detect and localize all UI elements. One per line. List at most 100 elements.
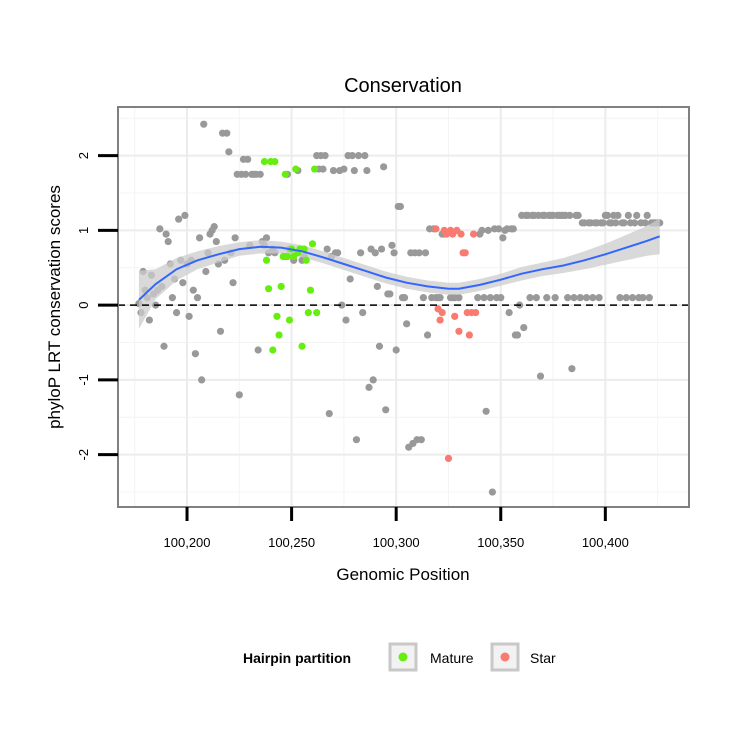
y-tick-label: 2 — [76, 152, 91, 159]
data-point-other — [624, 211, 632, 220]
data-point-mature — [262, 256, 271, 264]
data-point-other — [551, 294, 559, 302]
data-point-mature — [271, 157, 279, 166]
data-point-other — [417, 436, 425, 444]
data-point-other — [361, 151, 369, 160]
data-point-other — [185, 312, 193, 320]
data-point-mature — [308, 240, 317, 248]
data-point-other — [643, 211, 651, 220]
data-point-star — [457, 230, 465, 238]
data-point-star — [444, 454, 453, 463]
data-point-other — [478, 226, 486, 234]
data-point-other — [566, 211, 574, 220]
legend-label-star: Star — [530, 650, 556, 666]
data-point-mature — [277, 282, 285, 291]
data-point-other — [375, 342, 384, 350]
smooth-fit-line — [138, 235, 661, 301]
legend-marker-star — [500, 652, 510, 662]
data-point-other — [543, 294, 551, 302]
x-tick-label: 100,400 — [582, 535, 629, 550]
data-point-other — [195, 234, 204, 242]
data-point-other — [616, 294, 624, 302]
data-point-other — [488, 488, 496, 496]
data-point-other — [641, 219, 649, 227]
data-point-other — [400, 294, 409, 302]
data-point-other — [168, 294, 176, 302]
data-point-other — [603, 211, 612, 220]
data-point-other — [350, 166, 358, 175]
data-point-other — [160, 342, 168, 350]
data-point-other — [390, 249, 398, 257]
data-point-other — [216, 327, 225, 335]
x-tick-label: 100,200 — [164, 535, 211, 550]
x-tick-label: 100,350 — [477, 535, 524, 550]
data-point-other — [392, 346, 400, 354]
data-point-star — [465, 331, 473, 339]
data-point-mature — [273, 312, 281, 320]
data-point-other — [403, 320, 411, 328]
data-point-other — [191, 350, 199, 358]
data-point-other — [321, 151, 329, 160]
data-point-other — [254, 346, 262, 354]
data-point-other — [202, 267, 210, 276]
data-point-star — [432, 225, 440, 233]
data-point-mature — [313, 309, 321, 317]
data-point-star — [455, 327, 463, 335]
data-point-other — [396, 202, 404, 211]
plot-area: 100,200 100,250 100,300 100,350 100,400 -2 -1 0… — [76, 106, 690, 550]
data-point-other — [241, 170, 250, 178]
data-point-other — [570, 294, 578, 302]
plot-background — [118, 107, 689, 507]
data-point-other — [628, 294, 637, 302]
data-point-other — [181, 211, 189, 220]
x-tick-label: 100,250 — [268, 535, 315, 550]
data-point-other — [612, 219, 620, 227]
data-point-other — [172, 309, 181, 317]
data-point-mature — [260, 157, 269, 166]
data-point-other — [162, 230, 170, 238]
data-point-other — [210, 223, 218, 231]
data-point-other — [377, 245, 386, 253]
data-point-other — [371, 249, 379, 257]
confidence-band — [138, 218, 660, 330]
data-point-other — [352, 436, 361, 444]
data-point-other — [520, 323, 528, 332]
legend-label-mature: Mature — [430, 650, 474, 666]
data-point-other — [198, 376, 206, 384]
data-point-other — [200, 120, 208, 128]
data-point-other — [415, 249, 423, 257]
data-point-other — [474, 294, 482, 302]
data-point-other — [329, 166, 338, 175]
data-point-other — [256, 170, 264, 178]
data-point-other — [175, 215, 183, 223]
data-point-mature — [298, 342, 306, 350]
data-point-other — [369, 376, 377, 384]
data-point-other — [229, 279, 237, 287]
data-point-mature — [281, 170, 289, 178]
x-tick-label: 100,300 — [373, 535, 420, 550]
data-point-other — [189, 286, 197, 294]
legend-marker-mature — [398, 652, 408, 662]
data-point-other — [620, 219, 628, 227]
plot-border — [117, 106, 690, 508]
data-point-other — [319, 165, 327, 173]
data-point-other — [373, 282, 381, 291]
data-point-other — [484, 226, 492, 234]
data-point-other — [614, 211, 622, 220]
data-point-star — [461, 249, 469, 257]
data-point-other — [482, 407, 490, 415]
data-point-other — [576, 294, 584, 302]
data-point-other — [156, 225, 164, 233]
data-point-other — [145, 316, 153, 324]
data-point-other — [334, 249, 342, 257]
data-point-other — [365, 383, 373, 391]
data-point-other — [645, 294, 653, 302]
data-point-other — [342, 316, 350, 324]
data-point-other — [532, 294, 540, 302]
data-point-other — [325, 409, 333, 418]
data-point-other — [499, 234, 507, 242]
data-point-other — [223, 129, 231, 137]
data-point-other — [574, 211, 582, 220]
data-point-other — [179, 279, 187, 287]
